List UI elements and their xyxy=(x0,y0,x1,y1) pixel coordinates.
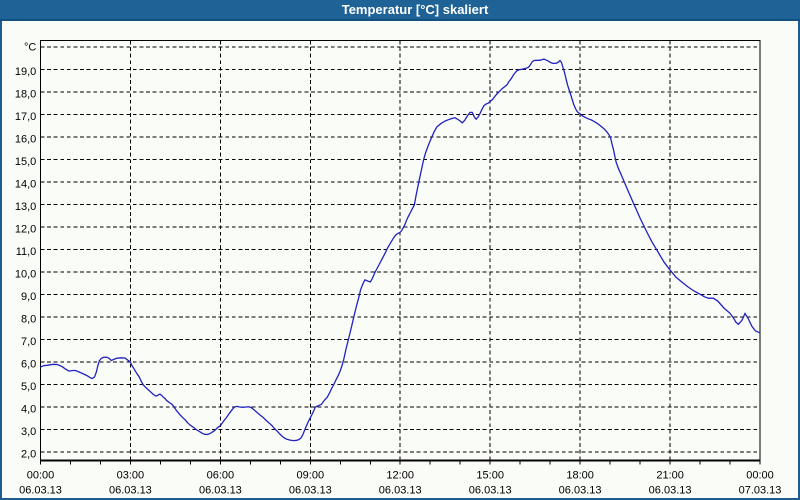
svg-text:°C: °C xyxy=(24,42,36,54)
svg-text:06.03.13: 06.03.13 xyxy=(379,485,422,497)
svg-text:00:00: 00:00 xyxy=(27,470,55,482)
svg-text:09:00: 09:00 xyxy=(297,470,325,482)
svg-text:15:00: 15:00 xyxy=(476,470,504,482)
svg-text:12,0: 12,0 xyxy=(15,224,36,236)
svg-text:17,0: 17,0 xyxy=(15,111,36,123)
svg-text:06.03.13: 06.03.13 xyxy=(649,485,692,497)
svg-text:19,0: 19,0 xyxy=(15,66,36,78)
svg-text:8,0: 8,0 xyxy=(21,314,36,326)
svg-text:16,0: 16,0 xyxy=(15,134,36,146)
svg-text:06.03.13: 06.03.13 xyxy=(559,485,602,497)
svg-text:9,0: 9,0 xyxy=(21,291,36,303)
svg-text:03:00: 03:00 xyxy=(117,470,145,482)
svg-text:00:00: 00:00 xyxy=(746,470,774,482)
svg-text:2,0: 2,0 xyxy=(21,449,36,461)
svg-text:18:00: 18:00 xyxy=(566,470,594,482)
svg-text:14,0: 14,0 xyxy=(15,179,36,191)
svg-text:15,0: 15,0 xyxy=(15,156,36,168)
svg-text:13,0: 13,0 xyxy=(15,201,36,213)
svg-text:4,0: 4,0 xyxy=(21,404,36,416)
svg-text:18,0: 18,0 xyxy=(15,89,36,101)
svg-text:6,0: 6,0 xyxy=(21,359,36,371)
svg-text:06:00: 06:00 xyxy=(207,470,235,482)
svg-text:06.03.13: 06.03.13 xyxy=(469,485,512,497)
svg-text:06.03.13: 06.03.13 xyxy=(109,485,152,497)
svg-text:06.03.13: 06.03.13 xyxy=(19,485,62,497)
svg-text:11,0: 11,0 xyxy=(16,246,37,258)
svg-text:07.03.13: 07.03.13 xyxy=(739,485,782,497)
svg-text:06.03.13: 06.03.13 xyxy=(199,485,242,497)
svg-text:06.03.13: 06.03.13 xyxy=(289,485,332,497)
svg-text:12:00: 12:00 xyxy=(386,470,414,482)
svg-text:7,0: 7,0 xyxy=(21,336,36,348)
svg-text:5,0: 5,0 xyxy=(21,381,36,393)
svg-text:3,0: 3,0 xyxy=(21,426,36,438)
svg-text:21:00: 21:00 xyxy=(656,470,684,482)
svg-text:10,0: 10,0 xyxy=(15,269,36,281)
